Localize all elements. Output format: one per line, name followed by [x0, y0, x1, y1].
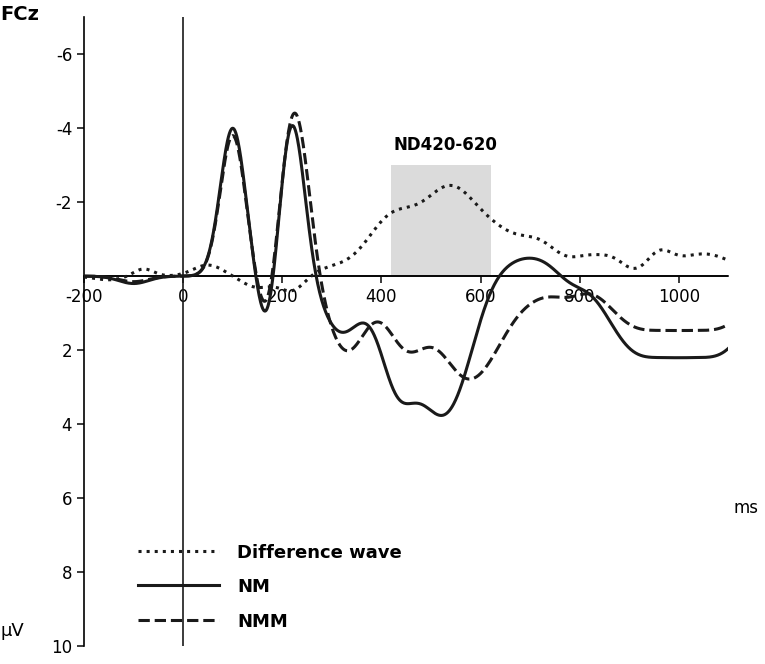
- NMM: [465, 375, 474, 383]
- NM: [368, 327, 377, 335]
- NM: [288, 122, 297, 129]
- NMM: [80, 272, 89, 280]
- Difference wave: [445, 181, 454, 189]
- Text: FCz: FCz: [0, 5, 39, 24]
- NM: [480, 306, 489, 314]
- Legend: Difference wave, NM, NMM: Difference wave, NM, NMM: [138, 543, 402, 631]
- NM: [724, 344, 733, 352]
- NMM: [480, 366, 489, 374]
- Difference wave: [368, 228, 377, 236]
- Difference wave: [84, 274, 93, 282]
- Text: μV: μV: [0, 622, 24, 640]
- Difference wave: [285, 287, 295, 295]
- NM: [84, 272, 93, 280]
- NMM: [290, 109, 299, 117]
- Difference wave: [80, 273, 89, 281]
- NMM: [656, 327, 666, 335]
- Line: NMM: NMM: [84, 113, 728, 379]
- NM: [80, 272, 89, 280]
- NMM: [368, 320, 377, 328]
- Text: ms: ms: [734, 499, 758, 517]
- NM: [93, 272, 102, 280]
- Line: Difference wave: Difference wave: [84, 185, 728, 291]
- NMM: [93, 272, 102, 280]
- Difference wave: [93, 275, 102, 283]
- Line: NM: NM: [84, 125, 728, 416]
- Difference wave: [724, 256, 733, 264]
- NM: [447, 404, 456, 412]
- NMM: [447, 361, 456, 369]
- NM: [437, 412, 446, 420]
- NMM: [84, 272, 93, 280]
- Difference wave: [656, 246, 666, 254]
- Text: ND420-620: ND420-620: [394, 136, 498, 154]
- Difference wave: [480, 208, 489, 216]
- NM: [656, 354, 666, 362]
- Difference wave: [447, 181, 456, 189]
- Bar: [392, 165, 490, 276]
- NMM: [724, 320, 733, 328]
